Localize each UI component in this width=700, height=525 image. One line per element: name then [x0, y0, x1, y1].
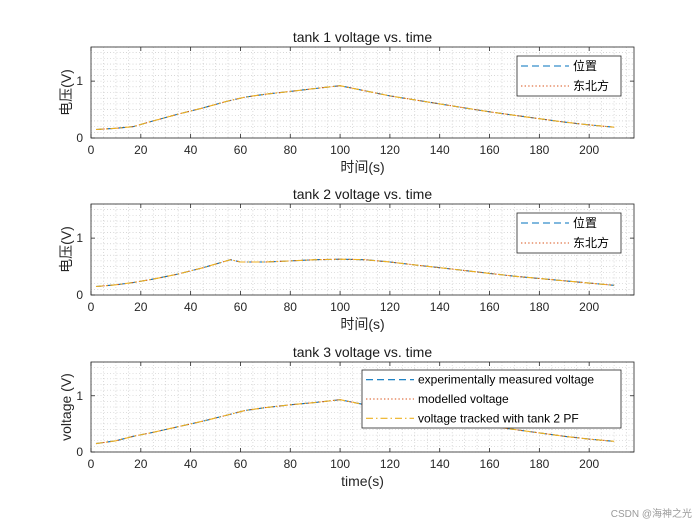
subplot-2: 0 20 40 60 80 100 120 140 160 180 200 0 1 tank 2 volt…	[58, 186, 635, 332]
legend-entry: 东北方	[573, 78, 609, 93]
chart-title: tank 2 voltage vs. time	[293, 186, 433, 202]
x-tick-label: 20	[134, 457, 148, 471]
x-tick-label: 120	[380, 300, 400, 314]
x-tick-label: 0	[88, 143, 95, 157]
x-tick-label: 180	[529, 457, 549, 471]
chart-title: tank 1 voltage vs. time	[293, 29, 433, 45]
y-tick-label: 0	[76, 288, 83, 302]
x-tick-label: 80	[284, 300, 298, 314]
y-tick-label: 1	[76, 74, 83, 88]
x-tick-label: 180	[529, 143, 549, 157]
x-tick-label: 140	[430, 143, 450, 157]
x-tick-label: 100	[330, 143, 350, 157]
x-tick-label: 60	[234, 457, 248, 471]
y-axis-label: 电压(V)	[58, 69, 74, 116]
x-tick-label: 120	[380, 457, 400, 471]
legend-entry: 东北方	[573, 235, 609, 250]
x-tick-label: 40	[184, 457, 198, 471]
x-tick-label: 120	[380, 143, 400, 157]
x-axis-label: time(s)	[341, 473, 384, 489]
legend: experimentally measured voltage modelled …	[361, 369, 622, 429]
legend-box	[516, 55, 622, 97]
x-tick-label: 80	[284, 143, 298, 157]
x-tick-label: 160	[480, 457, 500, 471]
x-tick-label: 140	[430, 300, 450, 314]
subplot-1: 0 20 40 60 80 100 120 140 160 180 200 0 1 tank 1 volt…	[58, 29, 635, 175]
x-tick-label: 200	[579, 143, 599, 157]
legend-box	[516, 212, 622, 254]
watermark: CSDN @海神之光	[610, 509, 692, 520]
y-axis-label: 电压(V)	[58, 226, 74, 273]
x-tick-label: 80	[284, 457, 298, 471]
series-line-3	[95, 258, 615, 288]
legend-entry: 位置	[573, 215, 597, 230]
axes-frame	[90, 361, 635, 453]
x-tick-label: 160	[480, 300, 500, 314]
legend-entry: voltage tracked with tank 2 PF	[418, 411, 579, 425]
series-line-3	[95, 399, 615, 445]
x-tick-label: 0	[88, 457, 95, 471]
subplot-3: 0 20 40 60 80 100 120 140 160 180 200 0 1 tank 3 volt…	[58, 344, 635, 489]
x-tick-label: 100	[330, 300, 350, 314]
x-tick-label: 200	[579, 300, 599, 314]
x-tick-label: 20	[134, 143, 148, 157]
x-tick-label: 160	[480, 143, 500, 157]
legend-entry: 位置	[573, 58, 597, 73]
y-tick-label: 1	[76, 389, 83, 403]
x-tick-label: 40	[184, 143, 198, 157]
x-tick-label: 60	[234, 143, 248, 157]
x-tick-label: 180	[529, 300, 549, 314]
x-tick-label: 60	[234, 300, 248, 314]
y-tick-label: 0	[76, 131, 83, 145]
chart-title: tank 3 voltage vs. time	[293, 344, 433, 360]
x-tick-label: 100	[330, 457, 350, 471]
x-tick-label: 200	[579, 457, 599, 471]
x-tick-label: 40	[184, 300, 198, 314]
y-tick-label: 0	[76, 445, 83, 459]
x-tick-label: 20	[134, 300, 148, 314]
series-line-3	[95, 85, 615, 131]
x-axis-label: 时间(s)	[340, 316, 384, 332]
x-tick-label: 140	[430, 457, 450, 471]
legend-entry: experimentally measured voltage	[418, 373, 594, 387]
x-tick-label: 0	[88, 300, 95, 314]
y-tick-label: 1	[76, 231, 83, 245]
axes-frame	[90, 46, 635, 139]
x-axis-label: 时间(s)	[340, 159, 384, 175]
y-axis-label: voltage (V)	[58, 373, 74, 441]
legend-entry: modelled voltage	[418, 392, 509, 406]
axes-frame	[90, 203, 635, 296]
